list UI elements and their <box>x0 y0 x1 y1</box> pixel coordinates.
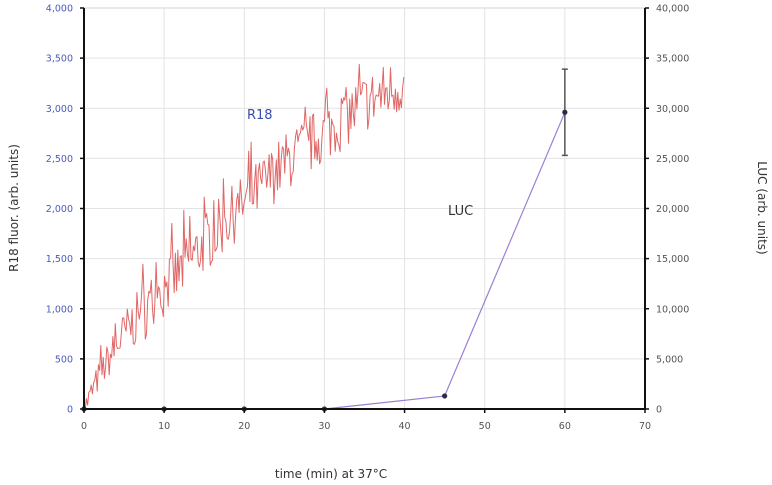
r18-series <box>84 63 405 410</box>
luc-marker <box>442 393 448 399</box>
x-tick-label: 60 <box>559 421 571 432</box>
luc-marker <box>562 109 568 115</box>
x-tick-label: 20 <box>238 421 250 432</box>
y2-tick-label: 15,000 <box>656 254 689 265</box>
x-tick-label: 30 <box>318 421 330 432</box>
y-tick-label: 1,500 <box>46 254 73 265</box>
y-tick-label: 2,000 <box>46 204 73 215</box>
x-axis-title: time (min) at 37°C <box>275 467 387 481</box>
x-tick-label: 40 <box>399 421 411 432</box>
x-tick-label: 70 <box>639 421 651 432</box>
luc-annotation: LUC <box>448 204 473 219</box>
x-tick-label: 0 <box>81 421 87 432</box>
y2-tick-label: 0 <box>656 405 662 416</box>
y-tick-label: 500 <box>55 354 73 365</box>
y2-tick-label: 40,000 <box>656 4 689 15</box>
y2-tick-label: 10,000 <box>656 304 689 315</box>
y2-tick-label: 20,000 <box>656 204 689 215</box>
y2-tick-label: 5,000 <box>656 354 683 365</box>
y-tick-label: 4,000 <box>46 4 73 15</box>
y-tick-label: 3,000 <box>46 104 73 115</box>
x-tick-label: 50 <box>479 421 491 432</box>
y-axis-title: R18 fluor. (arb. units) <box>7 144 21 272</box>
gridlines <box>84 7 645 409</box>
y-tick-label: 2,500 <box>46 154 73 165</box>
y2-tick-label: 35,000 <box>656 54 689 65</box>
r18-annotation: R18 <box>247 108 273 123</box>
x-tick-label: 10 <box>158 421 170 432</box>
y-tick-label: 3,500 <box>46 54 73 65</box>
y2-axis-title: LUC (arb. units) <box>755 161 769 254</box>
y2-tick-label: 30,000 <box>656 104 689 115</box>
y-tick-label: 1,000 <box>46 304 73 315</box>
axes <box>80 7 649 413</box>
y2-tick-label: 25,000 <box>656 154 689 165</box>
y-tick-label: 0 <box>67 405 73 416</box>
